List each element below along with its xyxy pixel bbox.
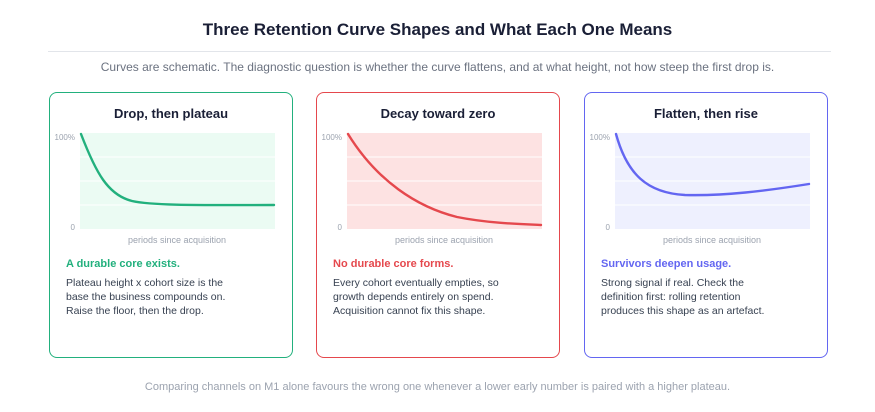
description-line: produces this shape as an artefact.	[601, 305, 765, 317]
description-line: definition first: rolling retention	[601, 291, 741, 303]
description-line: base the business compounds on.	[66, 291, 226, 303]
panel-drop-then-plateau: Drop, then plateau 100% 0 periods since …	[49, 92, 293, 358]
panel-title: Drop, then plateau	[113, 106, 229, 121]
description-line: Acquisition cannot fix this shape.	[333, 305, 486, 317]
panel-description: Strong signal if real. Check the definit…	[601, 276, 791, 318]
description-line: Strong signal if real. Check the	[601, 277, 744, 289]
description-line: growth depends entirely on spend.	[333, 291, 494, 303]
panel-verdict: No durable core forms.	[333, 258, 454, 270]
description-line: Every cohort eventually empties, so	[333, 277, 499, 289]
x-axis-label: periods since acquisition	[395, 235, 493, 245]
retention-curve	[79, 132, 276, 207]
y-axis-bottom-label: 0	[606, 223, 611, 232]
retention-curve	[346, 132, 543, 227]
page-title: Three Retention Curve Shapes and What Ea…	[202, 20, 673, 39]
y-axis-bottom-label: 0	[71, 223, 76, 232]
panel-verdict: Survivors deepen usage.	[601, 258, 732, 270]
panel-description: Every cohort eventually empties, so grow…	[333, 276, 523, 318]
retention-curve-plot: 100% 0 periods since acquisition	[322, 132, 543, 245]
description-line: Plateau height x cohort size is the	[66, 277, 224, 289]
y-axis-bottom-label: 0	[338, 223, 343, 232]
panel-flatten-then-rise: Flatten, then rise 100% 0 periods since …	[584, 92, 828, 358]
panel-verdict: A durable core exists.	[66, 258, 180, 270]
description-line: Raise the floor, then the drop.	[66, 305, 204, 317]
y-axis-top-label: 100%	[55, 133, 75, 142]
title-divider	[48, 51, 831, 52]
page-subtitle: Curves are schematic. The diagnostic que…	[100, 60, 775, 74]
retention-curve-plot: 100% 0 periods since acquisition	[55, 132, 276, 245]
panel-decay-toward-zero: Decay toward zero 100% 0 periods since a…	[316, 92, 560, 358]
retention-curve-plot: 100% 0 periods since acquisition	[590, 132, 811, 245]
footer-note: Comparing channels on M1 alone favours t…	[144, 381, 731, 393]
x-axis-label: periods since acquisition	[663, 235, 761, 245]
panel-description: Plateau height x cohort size is the base…	[66, 276, 256, 318]
panel-title: Flatten, then rise	[653, 106, 759, 121]
y-axis-top-label: 100%	[322, 133, 342, 142]
panel-title: Decay toward zero	[380, 106, 496, 121]
y-axis-top-label: 100%	[590, 133, 610, 142]
x-axis-label: periods since acquisition	[128, 235, 226, 245]
retention-curve	[614, 132, 811, 197]
